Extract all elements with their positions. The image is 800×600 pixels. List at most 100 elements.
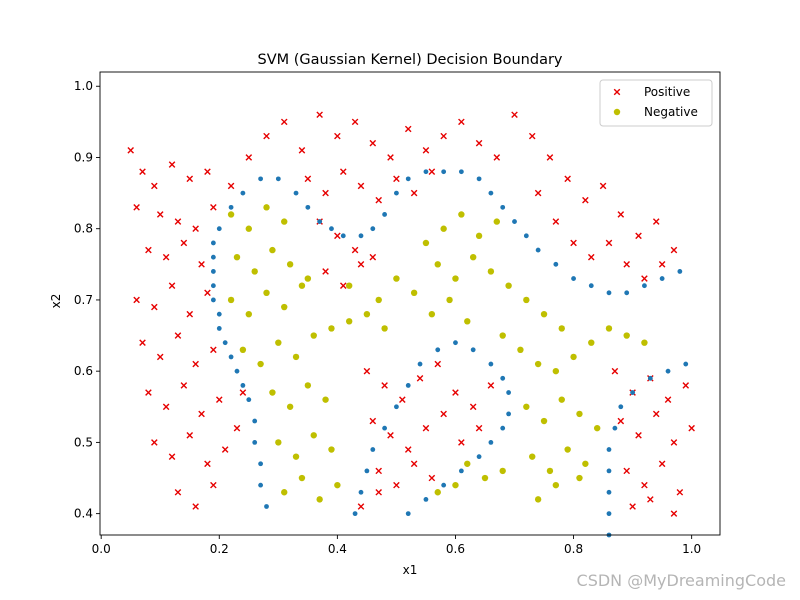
boundary-point — [317, 219, 323, 224]
negative-point — [434, 261, 441, 268]
positive-point — [180, 239, 188, 247]
positive-point — [393, 481, 400, 489]
negative-point — [269, 246, 276, 254]
boundary-point — [512, 219, 517, 224]
negative-point — [328, 325, 335, 332]
negative-point — [269, 389, 276, 396]
boundary-point — [441, 482, 447, 488]
negative-point — [245, 310, 252, 318]
boundary-point — [216, 226, 222, 232]
negative-point — [582, 460, 589, 467]
negative-point — [245, 225, 252, 232]
positive-point — [357, 182, 365, 190]
boundary-point — [228, 204, 234, 210]
watermark: CSDN @MyDreamingCode — [576, 571, 786, 590]
positive-point — [168, 282, 176, 289]
boundary-point — [240, 383, 246, 388]
boundary-point — [210, 283, 216, 289]
positive-point — [546, 154, 554, 161]
boundary-point — [506, 390, 512, 395]
positive-point — [298, 147, 306, 154]
negative-point — [588, 339, 595, 346]
positive-point — [357, 503, 365, 510]
negative-point — [328, 446, 335, 453]
positive-point — [422, 147, 430, 154]
positive-point — [375, 467, 382, 475]
positive-point — [688, 424, 695, 432]
boundary-point — [352, 511, 358, 517]
positive-point — [658, 460, 666, 468]
negative-point — [263, 289, 270, 297]
positive-point — [587, 253, 595, 261]
boundary-point — [606, 489, 612, 495]
negative-point — [593, 424, 601, 432]
negative-point — [558, 396, 565, 403]
positive-point — [605, 239, 613, 247]
negative-point — [334, 481, 341, 489]
boundary-point — [476, 454, 482, 460]
positive-point — [351, 118, 359, 126]
positive-point — [458, 118, 465, 126]
boundary-point — [553, 261, 559, 267]
positive-point — [162, 403, 170, 411]
y-axis-label: x2 — [49, 294, 63, 309]
positive-point — [239, 389, 247, 396]
negative-point — [552, 481, 560, 489]
negative-point — [304, 275, 312, 282]
boundary-point — [364, 468, 370, 474]
positive-point — [369, 417, 377, 425]
positive-point — [156, 353, 164, 361]
negative-point — [505, 282, 512, 289]
y-tick-label: 0.7 — [74, 293, 93, 307]
negative-point — [605, 325, 613, 332]
boundary-point — [246, 397, 252, 403]
positive-point — [664, 396, 672, 403]
positive-point — [534, 189, 542, 197]
boundary-point — [358, 489, 364, 495]
positive-point — [623, 467, 630, 475]
negative-point — [523, 296, 530, 304]
positive-point — [564, 175, 571, 183]
negative-point — [275, 339, 282, 346]
boundary-point — [453, 340, 458, 346]
positive-point — [351, 246, 359, 254]
boundary-point — [370, 447, 376, 452]
positive-point — [145, 246, 152, 254]
negative-point — [534, 360, 542, 368]
negative-point — [458, 211, 465, 218]
negative-point — [517, 346, 524, 353]
boundary-point — [329, 226, 334, 232]
boundary-point — [500, 375, 506, 381]
negative-point — [286, 403, 294, 410]
series-negative — [227, 204, 648, 503]
negative-point — [227, 211, 235, 218]
positive-point — [151, 303, 158, 311]
boundary-point — [293, 190, 299, 196]
boundary-point — [240, 190, 246, 196]
positive-point — [647, 496, 654, 503]
legend-marker-negative — [613, 108, 621, 116]
positive-point — [381, 382, 388, 389]
positive-point — [280, 118, 288, 126]
boundary-point — [305, 204, 311, 210]
negative-point — [281, 303, 288, 311]
positive-point — [404, 125, 412, 133]
boundary-point — [258, 482, 264, 488]
x-tick-label: 0.6 — [446, 542, 465, 556]
x-axis-label: x1 — [403, 563, 418, 577]
positive-point — [233, 424, 241, 432]
boundary-point — [370, 226, 376, 232]
positive-point — [641, 275, 648, 282]
negative-point — [440, 225, 447, 232]
negative-point — [322, 396, 329, 403]
positive-point — [363, 367, 371, 375]
negative-point — [546, 467, 554, 475]
positive-point — [428, 474, 436, 482]
x-tick-label: 0.8 — [564, 542, 583, 556]
boundary-point — [394, 404, 399, 410]
negative-point — [540, 417, 548, 425]
positive-point — [487, 382, 495, 389]
positive-point — [304, 175, 312, 183]
boundary-point — [222, 340, 228, 346]
boundary-point — [677, 269, 683, 274]
